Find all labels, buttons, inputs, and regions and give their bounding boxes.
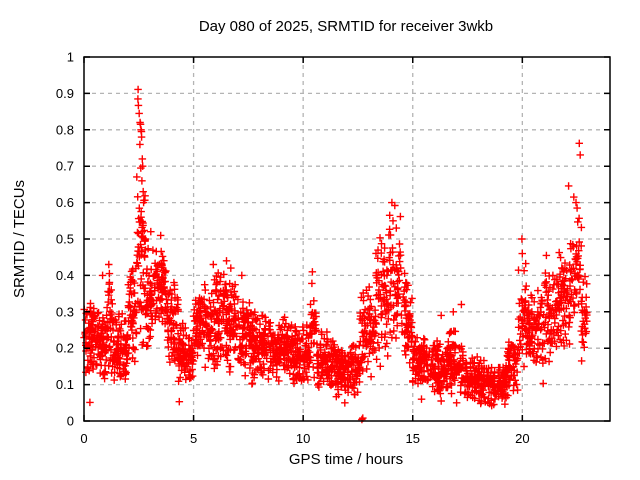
y-tick-label: 1 [67, 50, 74, 65]
x-tick-labels: 0 5 10 15 20 [80, 431, 529, 446]
x-tick-label: 20 [515, 431, 529, 446]
y-tick-label: 0.6 [56, 195, 74, 210]
axis-ticks [83, 56, 610, 422]
y-tick-label: 0.5 [56, 232, 74, 247]
grid-lines [84, 57, 610, 421]
y-tick-label: 0.3 [56, 304, 74, 319]
y-axis-label: SRMTID / TECUs [11, 180, 28, 298]
y-tick-label: 0.4 [56, 268, 74, 283]
y-tick-label: 0 [67, 414, 74, 429]
y-tick-label: 0.1 [56, 377, 74, 392]
x-tick-label: 5 [190, 431, 197, 446]
y-tick-label: 0.7 [56, 159, 74, 174]
x-axis-label: GPS time / hours [289, 451, 403, 468]
chart-title: Day 080 of 2025, SRMTID for receiver 3wk… [199, 18, 493, 35]
x-tick-label: 10 [296, 431, 310, 446]
x-tick-label: 0 [80, 431, 87, 446]
y-tick-label: 0.8 [56, 122, 74, 137]
x-tick-label: 15 [406, 431, 420, 446]
y-tick-labels: 0 0.1 0.2 0.3 0.4 0.5 0.6 0.7 0.8 0.9 1 [56, 50, 74, 429]
y-tick-label: 0.2 [56, 341, 74, 356]
y-tick-label: 0.9 [56, 86, 74, 101]
